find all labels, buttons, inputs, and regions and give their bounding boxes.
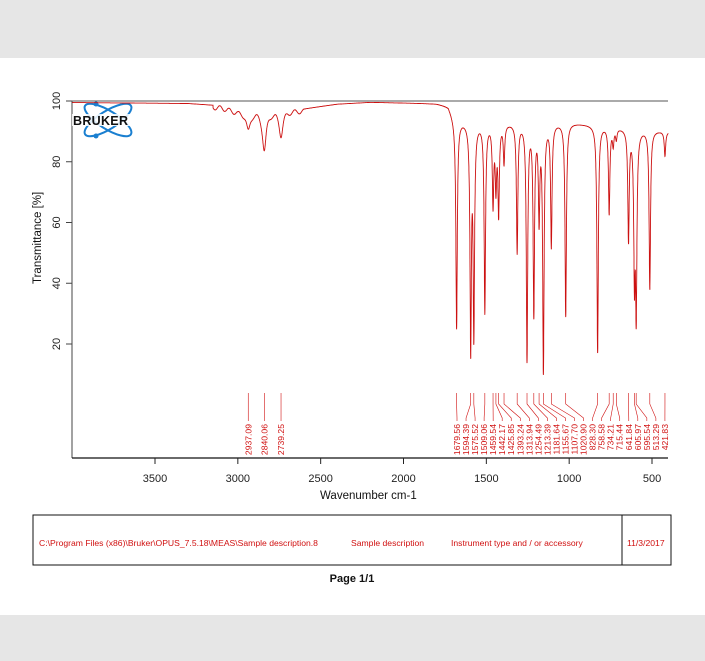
- peak-label: 1155.67: [560, 424, 570, 455]
- page-number: Page 1/1: [330, 573, 375, 585]
- peak-marker: [649, 393, 657, 421]
- peak-marker: [616, 393, 621, 421]
- y-tick-label: 40: [51, 277, 63, 289]
- peak-label: 1020.90: [579, 424, 589, 455]
- peak-marker: [635, 393, 648, 421]
- peak-label: 513.29: [651, 424, 661, 451]
- peak-label: 1254.49: [533, 424, 543, 455]
- peak-label: 734.21: [606, 424, 616, 451]
- x-tick-label: 500: [643, 473, 661, 485]
- x-axis-label: Wavenumber cm-1: [320, 490, 417, 502]
- peak-label: 1213.39: [542, 424, 552, 455]
- y-axis-label: Transmittance [%]: [32, 192, 44, 284]
- svg-text:BRUKER: BRUKER: [73, 114, 128, 128]
- peak-marker: [543, 393, 566, 421]
- peak-label: 2937.09: [243, 424, 253, 455]
- peak-marker: [592, 393, 598, 421]
- y-tick-label: 60: [51, 216, 63, 228]
- x-tick-label: 1000: [557, 473, 581, 485]
- footer-date: 11/3/2017: [627, 538, 665, 548]
- peak-label: 828.30: [588, 424, 598, 451]
- peak-label: 1442.17: [497, 424, 507, 455]
- peak-marker: [495, 393, 503, 421]
- peak-label: 1679.56: [452, 424, 462, 455]
- footer-file-path: C:\Program Files (x86)\Bruker\OPUS_7.5.1…: [39, 538, 318, 548]
- peak-label: 2840.06: [259, 424, 269, 455]
- x-tick-label: 3000: [226, 473, 250, 485]
- peak-label: 1107.70: [570, 424, 580, 455]
- footer-sample-description: Sample description: [351, 538, 424, 548]
- x-tick-label: 1500: [474, 473, 498, 485]
- y-tick-label: 80: [51, 156, 63, 168]
- x-tick-label: 2000: [391, 473, 415, 485]
- peak-marker: [473, 393, 476, 421]
- page-sheet: [0, 58, 705, 615]
- peak-marker: [601, 393, 610, 421]
- bruker-logo: BRUKER: [72, 101, 144, 139]
- peak-marker: [565, 393, 584, 421]
- peak-label: 1313.94: [524, 424, 534, 455]
- peak-marker: [538, 393, 557, 421]
- peak-label: 1459.54: [488, 424, 498, 455]
- footer-box: [32, 514, 672, 566]
- peak-label: 1509.06: [479, 424, 489, 455]
- peak-marker: [634, 393, 639, 421]
- footer-instrument: Instrument type and / or accessory: [451, 538, 584, 548]
- peak-label: 421.83: [660, 424, 670, 451]
- peak-marker: [526, 393, 539, 421]
- peak-label: 758.58: [597, 424, 607, 451]
- peak-label: 715.44: [615, 424, 625, 451]
- peak-label: 641.84: [624, 424, 634, 451]
- peak-label: 2739.25: [276, 424, 286, 455]
- peak-marker: [551, 393, 575, 421]
- y-tick-label: 100: [51, 92, 63, 110]
- x-tick-label: 2500: [308, 473, 332, 485]
- y-tick-label: 20: [51, 338, 63, 350]
- peak-marker: [516, 393, 530, 421]
- peak-marker: [483, 393, 486, 421]
- peak-marker: [610, 393, 614, 421]
- peak-marker: [465, 393, 472, 421]
- x-tick-label: 3500: [143, 473, 167, 485]
- spectrum-line: [72, 101, 669, 375]
- peak-label: 1425.85: [506, 424, 516, 455]
- peak-label: 605.97: [633, 424, 643, 451]
- peak-label: 1575.52: [470, 424, 480, 455]
- peak-marker: [503, 393, 521, 421]
- peak-marker: [533, 393, 548, 421]
- peak-label: 1594.39: [461, 424, 471, 455]
- peak-label: 595.54: [642, 424, 652, 451]
- peak-label: 1181.64: [551, 424, 561, 455]
- peak-marker: [498, 393, 512, 421]
- peak-label: 1393.24: [515, 424, 525, 455]
